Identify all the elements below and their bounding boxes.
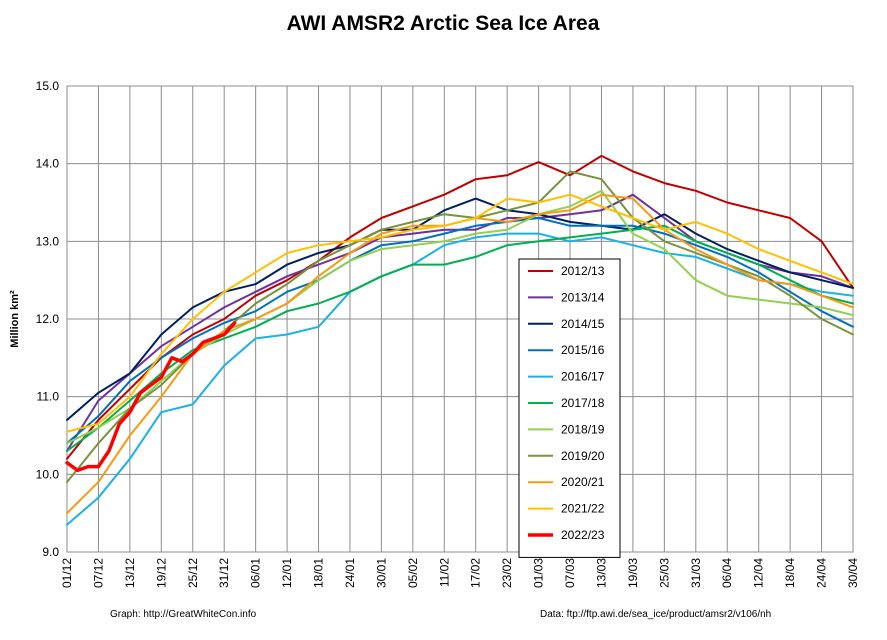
series-line-2012-13 [66, 154, 854, 460]
axes: 9.0 10.0 11.0 12.0 13.0 14.0 15.0 01/12 07/12 13/… [36, 79, 860, 588]
x-tick-label: 13/12 [123, 558, 137, 588]
series-line-2015-16 [66, 217, 854, 445]
series-line-2016-17 [66, 232, 854, 526]
legend-label: 2014/15 [561, 317, 605, 331]
x-tick-label: 30/04 [846, 558, 860, 588]
legend-label: 2016/17 [561, 370, 605, 384]
x-tick-label: 18/01 [312, 558, 326, 588]
x-tick-label: 25/03 [657, 558, 671, 588]
legend-label: 2019/20 [561, 449, 605, 463]
x-tick-label: 13/03 [594, 558, 608, 588]
legend: 2012/13 2013/14 2014/15 2015/16 2016/17 2017/… [518, 258, 621, 558]
legend-label: 2018/19 [561, 422, 605, 436]
legend-label: 2012/13 [561, 264, 605, 278]
x-tick-label: 24/04 [815, 558, 829, 588]
legend-label: 2021/22 [561, 502, 605, 516]
x-tick-label: 23/02 [500, 558, 514, 588]
footer-data-source: Data: ftp://ftp.awi.de/sea_ice/product/a… [540, 609, 771, 620]
series-layer [65, 154, 854, 526]
x-tick-label: 31/12 [217, 558, 231, 588]
legend-label: 2013/14 [561, 290, 605, 304]
series-line-2021-22 [66, 193, 854, 433]
x-tick-label: 07/03 [563, 558, 577, 588]
legend-label: 2015/16 [561, 343, 605, 357]
x-tick-label: 06/04 [720, 558, 734, 588]
x-tick-label: 24/01 [343, 558, 357, 588]
x-tick-label: 31/03 [689, 558, 703, 588]
legend-label: 2022/23 [561, 528, 605, 542]
x-tick-label: 18/04 [783, 558, 797, 588]
x-tick-label: 19/12 [154, 558, 168, 588]
x-tick-label: 05/02 [406, 558, 420, 588]
x-tick-label: 12/04 [752, 558, 766, 588]
y-tick-label: 12.0 [36, 312, 60, 326]
y-tick-label: 9.0 [42, 545, 59, 559]
series-line-2014-15 [66, 197, 854, 421]
x-tick-label: 12/01 [280, 558, 294, 588]
x-tick-label: 17/02 [469, 558, 483, 588]
y-tick-label: 13.0 [36, 234, 60, 248]
legend-label: 2020/21 [561, 475, 605, 489]
footer-credit: Graph: http://GreatWhiteCon.info [110, 609, 257, 620]
x-tick-label: 01/03 [532, 558, 546, 588]
x-tick-label: 01/12 [60, 558, 74, 588]
y-tick-label: 11.0 [37, 390, 60, 404]
x-tick-label: 06/01 [249, 558, 263, 588]
x-tick-label: 30/01 [374, 558, 388, 588]
x-tick-label: 19/03 [626, 558, 640, 588]
y-tick-label: 14.0 [36, 157, 60, 171]
plot-grid [66, 85, 854, 553]
x-tick-label: 25/12 [186, 558, 200, 588]
x-tick-label: 07/12 [91, 558, 105, 588]
y-axis-label: Million km² [9, 290, 21, 348]
y-tick-label: 10.0 [36, 467, 60, 481]
legend-label: 2017/18 [561, 396, 605, 410]
x-tick-label: 11/02 [437, 558, 451, 587]
y-tick-label: 15.0 [36, 79, 60, 93]
chart-title: AWI AMSR2 Arctic Sea Ice Area [287, 12, 600, 35]
series-line-2022-23 [65, 321, 237, 473]
